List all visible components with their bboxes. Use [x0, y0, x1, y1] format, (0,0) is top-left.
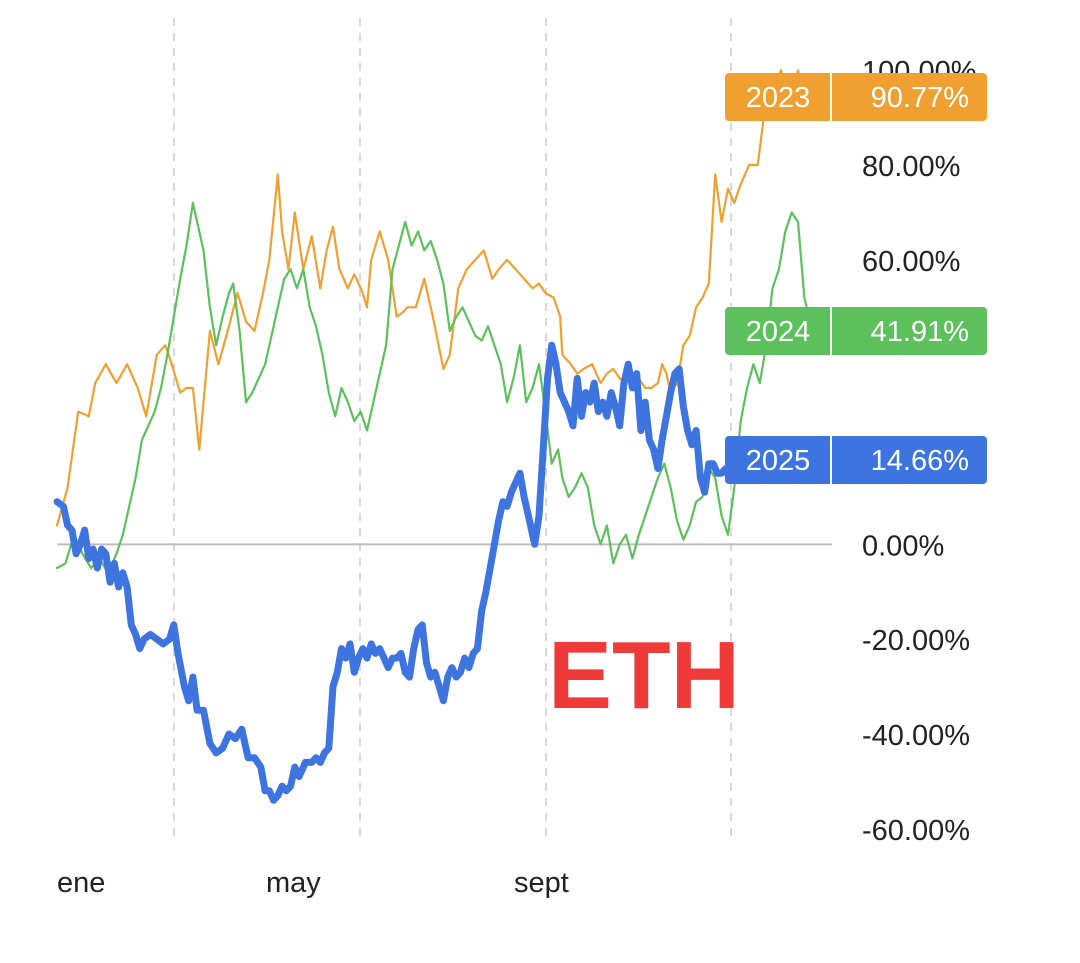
y-tick-label: -60.00% [862, 815, 970, 847]
series-lines [53, 69, 825, 804]
badge-2024: 2024 41.91% [725, 307, 987, 355]
badge-year-label: 2024 [746, 316, 811, 348]
y-tick-label: 60.00% [862, 246, 960, 278]
series-line-2025 [53, 341, 738, 804]
series-line-2023 [55, 69, 814, 527]
x-tick-label-sept: sept [514, 867, 569, 899]
badge-year-label: 2025 [746, 445, 811, 477]
series-badges: 2023 90.77% 2024 41.91% 2025 14.66% [725, 73, 987, 484]
badge-background [725, 73, 987, 121]
x-tick-label-ene: ene [57, 867, 105, 899]
y-tick-label: 0.00% [862, 530, 944, 562]
badge-background [725, 307, 987, 355]
eth-watermark: ETH [548, 622, 740, 729]
badge-2025: 2025 14.66% [725, 436, 987, 484]
y-tick-label: -40.00% [862, 720, 970, 752]
badge-year-label: 2023 [746, 82, 811, 114]
badge-value-label: 41.91% [871, 316, 969, 348]
y-tick-label: -20.00% [862, 625, 970, 657]
badge-2023: 2023 90.77% [725, 73, 987, 121]
y-tick-label: 80.00% [862, 151, 960, 183]
series-line-2024 [55, 201, 825, 574]
badge-background [725, 436, 987, 484]
badge-value-label: 14.66% [871, 445, 969, 477]
badge-value-label: 90.77% [871, 82, 969, 114]
x-tick-label-may: may [266, 867, 321, 899]
x-axis-ticks: ene may sept [57, 867, 569, 899]
